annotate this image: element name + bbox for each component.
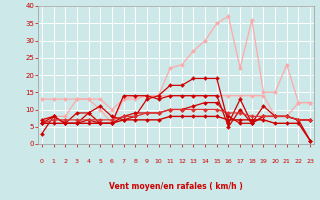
X-axis label: Vent moyen/en rafales ( km/h ): Vent moyen/en rafales ( km/h ) (109, 182, 243, 191)
